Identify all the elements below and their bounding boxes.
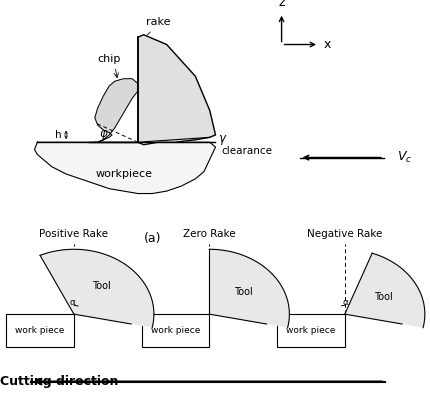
Text: Tool: Tool bbox=[233, 287, 252, 297]
Text: work piece: work piece bbox=[286, 326, 335, 335]
Polygon shape bbox=[138, 35, 215, 145]
Text: α: α bbox=[69, 298, 75, 307]
Text: φ: φ bbox=[99, 127, 107, 140]
Text: α: α bbox=[341, 297, 347, 307]
Text: Zero Rake: Zero Rake bbox=[183, 229, 235, 239]
Text: work piece: work piece bbox=[150, 326, 200, 335]
Text: chip: chip bbox=[97, 54, 120, 64]
Bar bbox=[276, 314, 344, 347]
Polygon shape bbox=[95, 79, 138, 142]
Polygon shape bbox=[40, 249, 154, 328]
Text: clearance: clearance bbox=[221, 146, 272, 156]
Text: tool: tool bbox=[164, 71, 185, 81]
Text: Negative Rake: Negative Rake bbox=[307, 229, 381, 239]
Polygon shape bbox=[209, 249, 289, 328]
Text: Positive Rake: Positive Rake bbox=[39, 229, 108, 239]
Bar bbox=[6, 314, 74, 347]
Text: Tool: Tool bbox=[92, 281, 111, 291]
Bar bbox=[141, 314, 209, 347]
Text: z: z bbox=[278, 0, 284, 9]
Text: work piece: work piece bbox=[15, 326, 64, 335]
Text: Cutting direction: Cutting direction bbox=[0, 375, 118, 388]
Text: γ: γ bbox=[218, 132, 225, 145]
Polygon shape bbox=[34, 142, 215, 193]
Text: x: x bbox=[322, 38, 330, 51]
Text: $V_c$: $V_c$ bbox=[396, 150, 411, 165]
Text: h: h bbox=[55, 130, 61, 140]
Text: (a): (a) bbox=[143, 232, 161, 245]
Polygon shape bbox=[344, 253, 424, 328]
Text: $v_c$: $v_c$ bbox=[169, 93, 181, 105]
Text: rake: rake bbox=[145, 17, 170, 28]
Text: Tool: Tool bbox=[373, 292, 392, 302]
Text: workpiece: workpiece bbox=[95, 169, 152, 179]
